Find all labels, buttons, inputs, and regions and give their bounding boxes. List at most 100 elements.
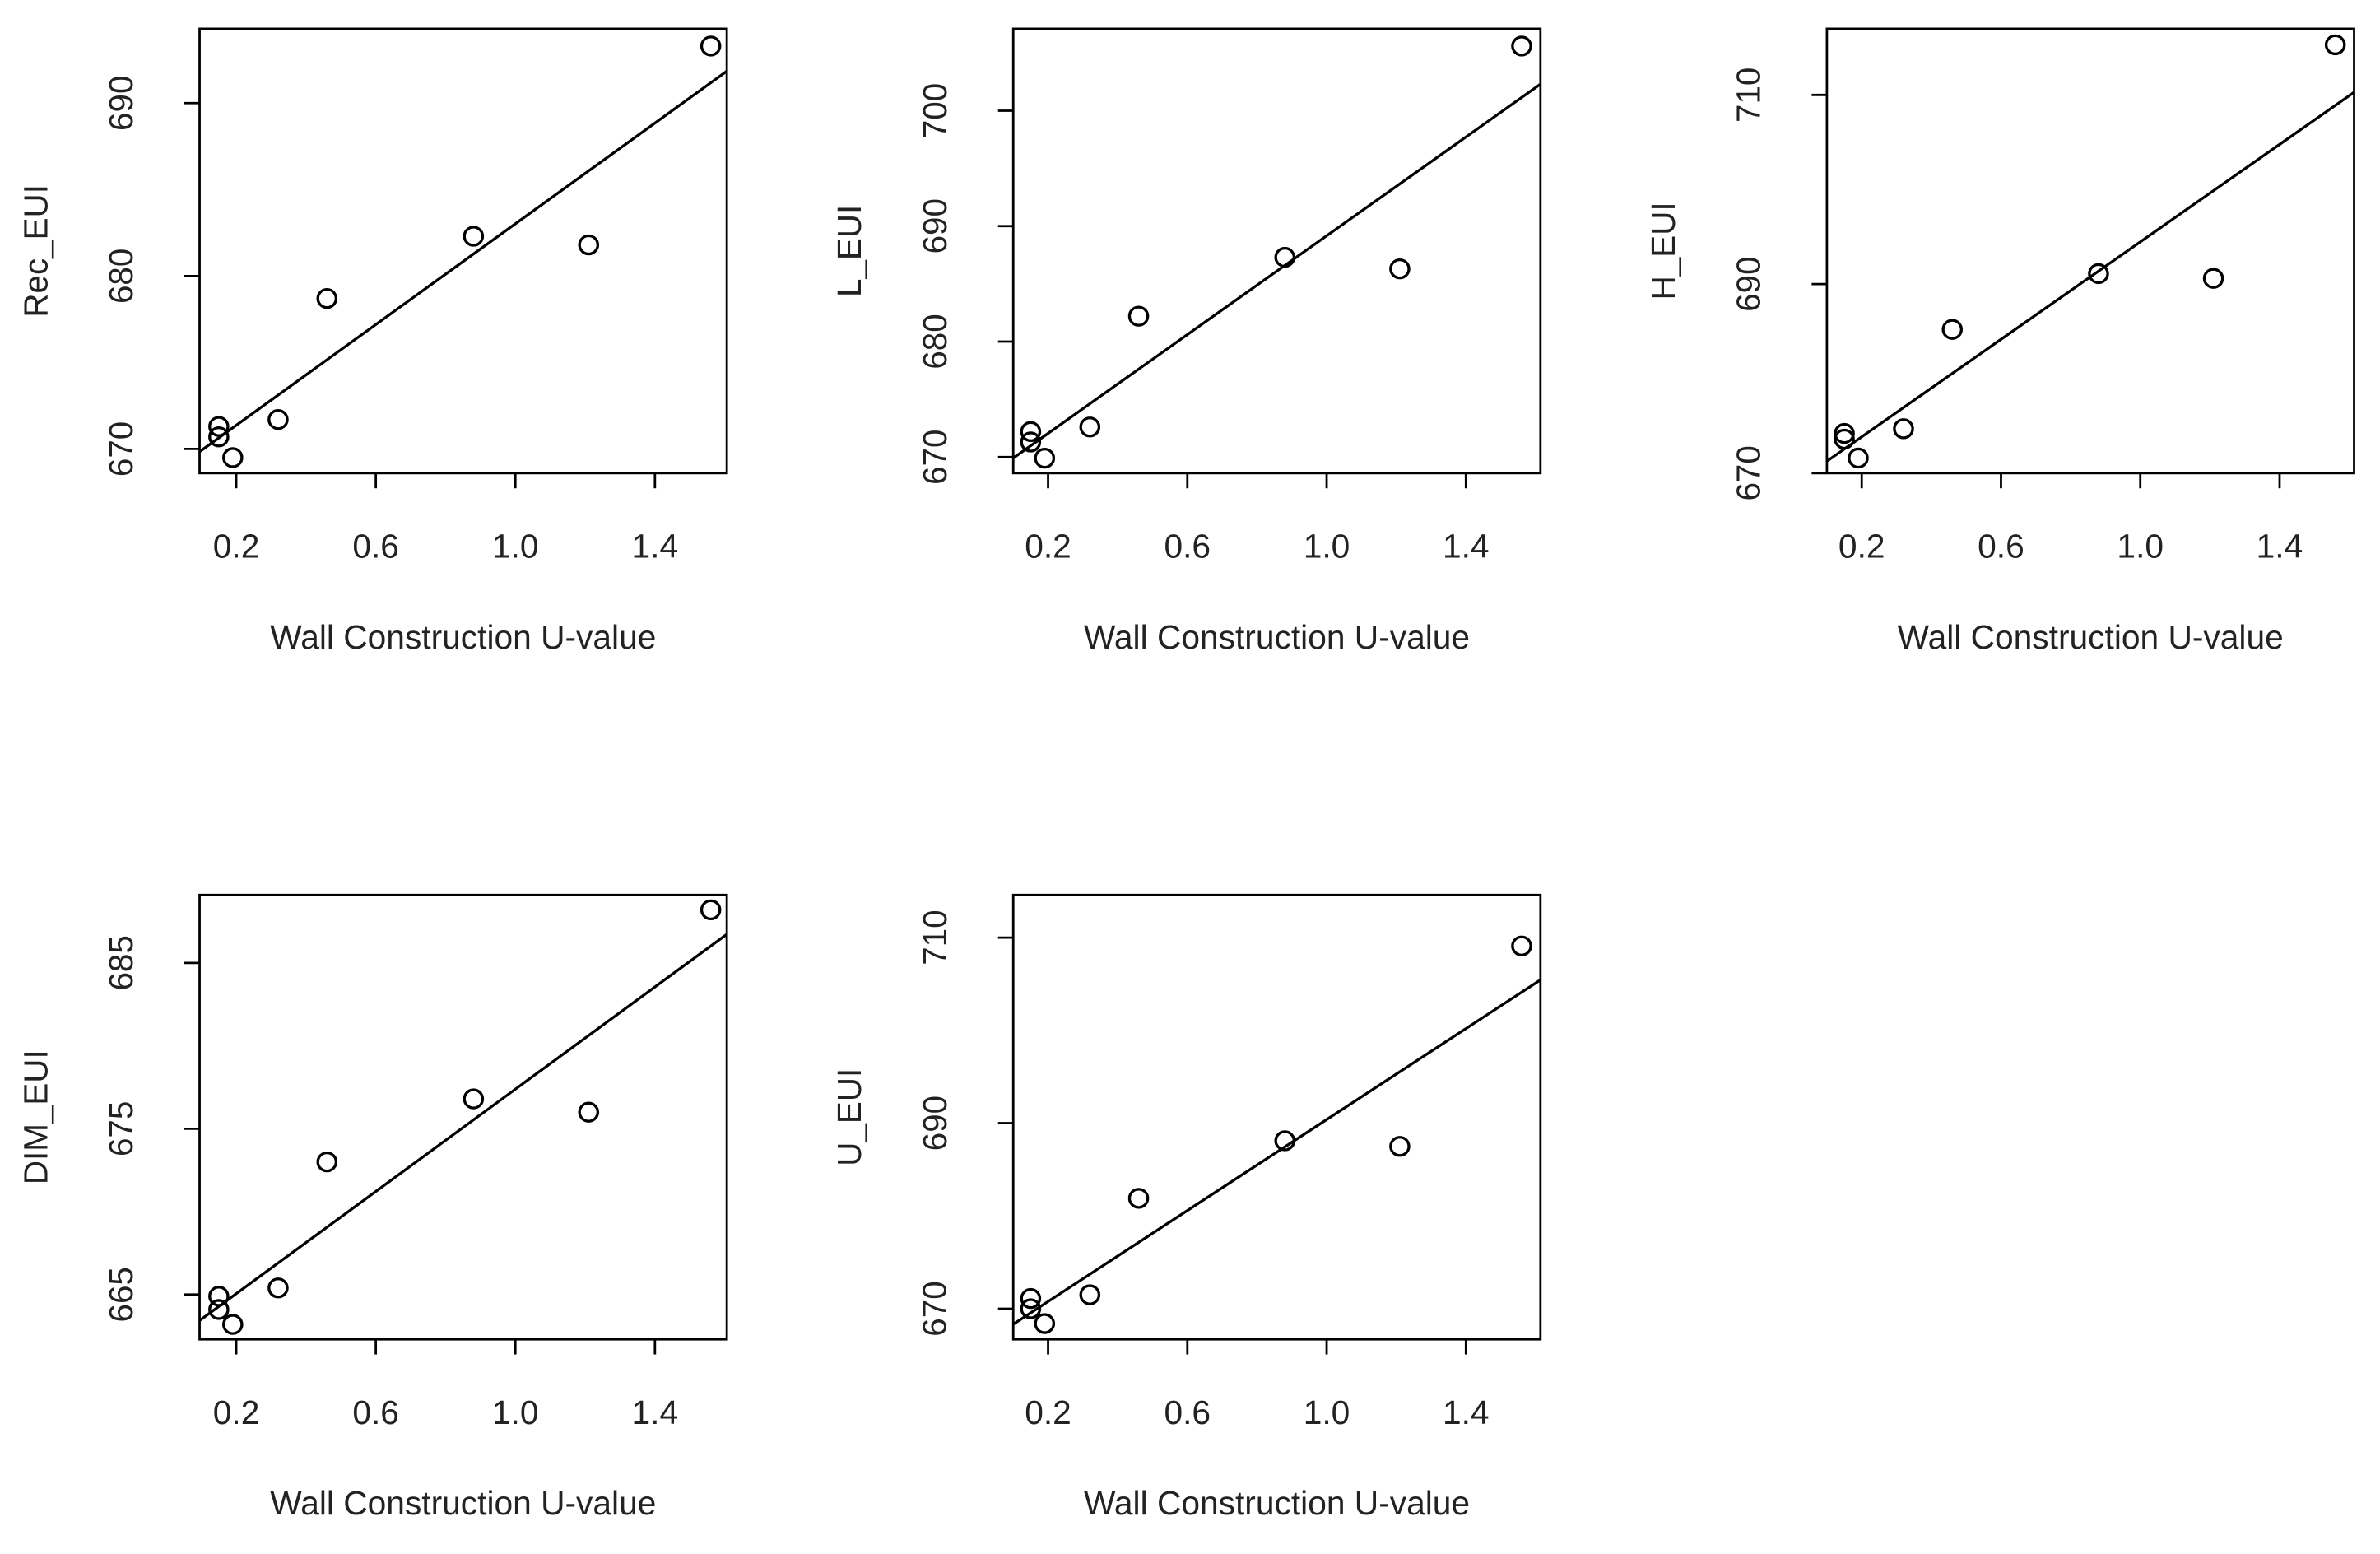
y-tick-label: 690 (916, 1096, 954, 1151)
x-tick-label: 1.0 (492, 528, 539, 565)
regression-line (1013, 82, 1541, 459)
point (1893, 418, 1914, 440)
x-tick-label: 1.4 (1443, 528, 1490, 565)
y-tick-label: 665 (102, 1267, 140, 1322)
x-axis-label: Wall Construction U-value (270, 618, 656, 656)
point (1511, 935, 1532, 956)
point (2088, 263, 2109, 285)
x-tick-label: 1.0 (2117, 528, 2164, 565)
y-tick-label: 680 (102, 249, 140, 304)
point (208, 1299, 230, 1320)
point (1034, 1313, 1056, 1334)
point (316, 287, 338, 309)
y-tick-label: 685 (102, 935, 140, 990)
point (1020, 431, 1042, 453)
regression-line (199, 70, 727, 454)
plot-frame (198, 893, 728, 1341)
x-tick-label: 0.6 (1164, 528, 1211, 565)
y-tick-label: 690 (1729, 256, 1767, 311)
point (208, 1286, 230, 1307)
y-tick-label: 670 (102, 421, 140, 477)
chart-panel: 0.2 0.6 1.0 1.4 670 690 710 Wall Construction U… (1644, 27, 2355, 656)
x-tick-label: 0.2 (213, 528, 260, 565)
point (1389, 1136, 1411, 1157)
x-tick-label: 1.4 (632, 1393, 679, 1431)
x-axis-label: Wall Construction U-value (1084, 1484, 1470, 1522)
point (1020, 1287, 1042, 1310)
plot-frame (1011, 27, 1542, 475)
y-tick-label: 710 (1729, 67, 1767, 123)
point (463, 1088, 485, 1110)
point (1941, 319, 1964, 340)
point (1127, 1188, 1150, 1209)
y-tick-label: 670 (916, 1281, 954, 1336)
point (2324, 34, 2346, 56)
chart-panel: 0.2 0.6 1.0 1.4 665 675 685 Wall Construction U… (16, 893, 728, 1522)
point (267, 1277, 289, 1299)
point (208, 426, 230, 448)
plot-frame (198, 27, 728, 475)
point (1834, 428, 1855, 450)
point (1127, 305, 1150, 327)
x-tick-label: 0.6 (352, 1393, 399, 1431)
x-tick-label: 1.0 (492, 1393, 539, 1431)
point (316, 1151, 338, 1173)
point (1020, 1298, 1042, 1319)
y-tick-label: 680 (916, 314, 954, 369)
x-tick-label: 1.0 (1304, 1393, 1350, 1431)
y-axis-label: L_EUI (830, 205, 868, 297)
point (1079, 416, 1101, 438)
point (1274, 1130, 1296, 1152)
x-tick-label: 0.2 (1838, 528, 1885, 565)
x-tick-label: 0.2 (1025, 1393, 1071, 1431)
y-tick-label: 690 (102, 76, 140, 131)
x-tick-label: 0.6 (352, 528, 399, 565)
point (1020, 421, 1042, 443)
y-tick-label: 670 (916, 430, 954, 485)
point (222, 447, 244, 468)
y-tick-label: 710 (916, 910, 954, 965)
point (1511, 35, 1532, 57)
x-tick-label: 1.0 (1304, 528, 1350, 565)
plot-frame (1825, 27, 2355, 475)
x-tick-label: 0.6 (1978, 528, 2024, 565)
y-axis-label: H_EUI (1644, 202, 1682, 300)
regression-line (199, 933, 727, 1322)
point (463, 226, 485, 247)
y-tick-label: 670 (1729, 445, 1767, 500)
point (1848, 447, 1869, 469)
y-tick-label: 690 (916, 198, 954, 254)
point (267, 409, 289, 430)
point (1389, 258, 1411, 280)
chart-panel: 0.2 0.6 1.0 1.4 670 680 690 700 Wall Constructio… (830, 27, 1542, 656)
x-axis-label: Wall Construction U-value (1084, 618, 1470, 656)
point (700, 35, 722, 57)
point (1834, 422, 1855, 444)
x-tick-label: 0.6 (1164, 1393, 1211, 1431)
point (578, 1101, 600, 1123)
x-tick-label: 1.4 (2257, 528, 2303, 565)
point (700, 899, 722, 921)
point (2202, 268, 2224, 289)
plot-frame (1011, 893, 1542, 1341)
x-tick-label: 0.2 (1025, 528, 1071, 565)
chart-panel: 0.2 0.6 1.0 1.4 670 680 690 Wall Construction U… (16, 27, 728, 656)
point (578, 234, 600, 256)
y-tick-label: 675 (102, 1101, 140, 1156)
chart-panel: 0.2 0.6 1.0 1.4 670 690 710 Wall Construction U… (830, 893, 1542, 1522)
point (208, 416, 230, 437)
regression-line (1013, 979, 1541, 1326)
point (222, 1314, 244, 1335)
y-tick-label: 700 (916, 83, 954, 138)
point (1079, 1284, 1101, 1305)
point (1034, 447, 1056, 469)
y-axis-label: U_EUI (830, 1068, 868, 1166)
x-axis-label: Wall Construction U-value (270, 1484, 656, 1522)
x-tick-label: 0.2 (213, 1393, 260, 1431)
x-axis-label: Wall Construction U-value (1898, 618, 2284, 656)
y-axis-label: Rec_EUI (16, 184, 54, 318)
x-tick-label: 1.4 (1443, 1393, 1490, 1431)
y-axis-label: DIM_EUI (16, 1049, 54, 1184)
